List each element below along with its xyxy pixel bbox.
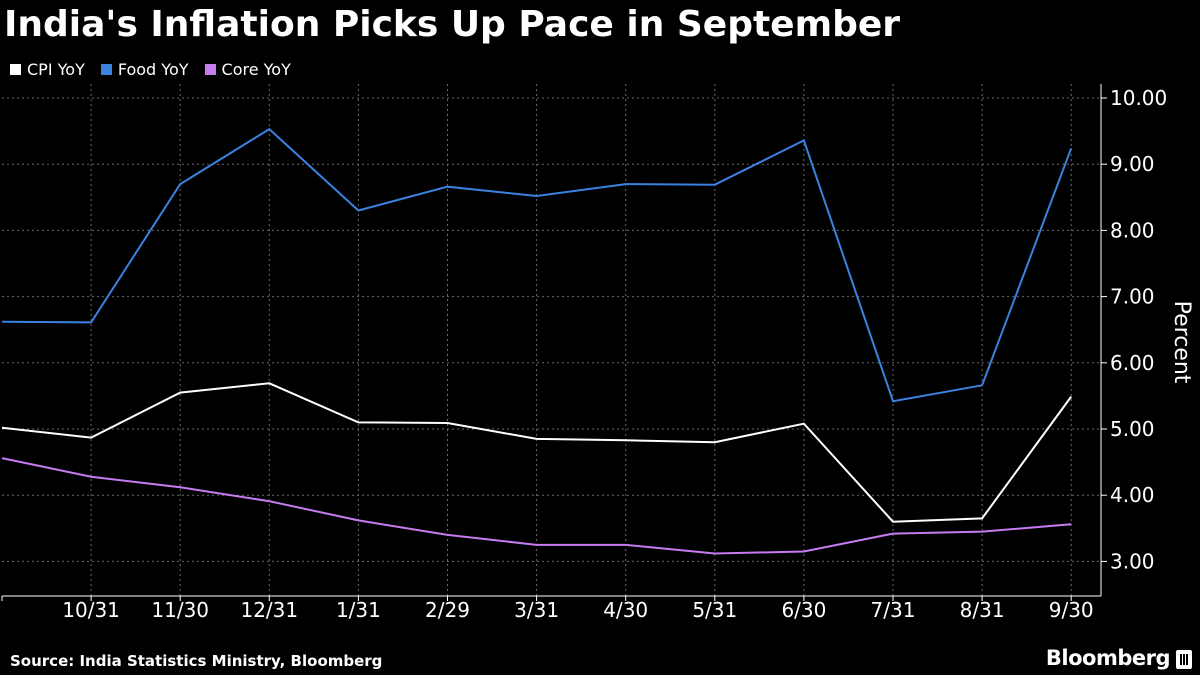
y-tick-label: 7.00 (1110, 285, 1155, 309)
y-axis-label: Percent (1169, 301, 1194, 384)
x-tick-label: 6/30 (781, 598, 826, 622)
source-note: Source: India Statistics Ministry, Bloom… (10, 652, 383, 670)
x-tick-label: 3/31 (514, 598, 559, 622)
x-tick-label: 9/30 (1049, 598, 1094, 622)
legend-item-core: Core YoY (204, 60, 291, 79)
legend-item-food: Food YoY (100, 60, 189, 79)
food-line (1, 127, 1073, 403)
x-tick-label: 5/31 (692, 598, 737, 622)
core-line (1, 457, 1072, 555)
cpi-line (1, 382, 1073, 523)
bloomberg-terminal-icon (1176, 650, 1192, 669)
x-tick-label: 1/31 (336, 598, 381, 622)
x-tick-label: 8/31 (960, 598, 1005, 622)
legend-swatch-cpi (10, 64, 21, 75)
y-tick-label: 6.00 (1110, 351, 1155, 375)
x-tick-label: 11/30 (151, 598, 209, 622)
legend-swatch-food (100, 64, 112, 75)
x-tick-label: 7/31 (871, 598, 916, 622)
legend-item-cpi: CPI YoY (10, 60, 85, 79)
y-tick-label: 10.00 (1110, 86, 1167, 110)
x-tick-label: 4/30 (603, 598, 648, 622)
legend: CPI YoY Food YoY Core YoY (10, 60, 291, 79)
x-tick-label: 2/29 (425, 598, 470, 622)
x-tick-label: 10/31 (62, 598, 120, 622)
chart-title: India's Inflation Picks Up Pace in Septe… (4, 4, 901, 45)
y-tick-label: 4.00 (1110, 483, 1155, 507)
y-tick-label: 3.00 (1110, 549, 1155, 573)
y-tick-label: 5.00 (1110, 417, 1155, 441)
y-tick-label: 8.00 (1110, 218, 1155, 242)
bloomberg-logo: Bloomberg (1045, 646, 1171, 670)
legend-label-cpi: CPI YoY (27, 60, 85, 79)
y-tick-label: 9.00 (1110, 152, 1155, 176)
legend-label-food: Food YoY (117, 60, 189, 79)
x-tick-label: 12/31 (240, 598, 298, 622)
legend-swatch-core (204, 64, 216, 75)
legend-label-core: Core YoY (221, 60, 291, 79)
